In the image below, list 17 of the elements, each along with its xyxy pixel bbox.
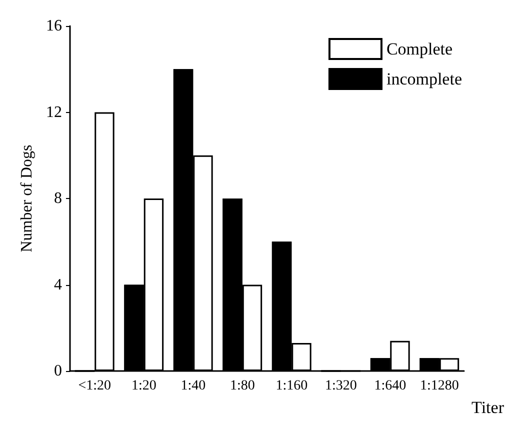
y-tick-label: 12 (46, 104, 62, 121)
x-tick-label: 1:160 (276, 378, 308, 394)
y-tick-label: 8 (54, 190, 62, 207)
x-tick-label: 1:80 (230, 378, 255, 394)
y-tick-label: 4 (54, 276, 62, 294)
x-tick-label: 1:1280 (420, 378, 459, 394)
legend-label: incomplete (386, 70, 462, 88)
legend-label: Complete (386, 40, 453, 58)
x-tick-label: 1:320 (324, 378, 357, 394)
x-tick-label: <1:20 (78, 378, 112, 394)
x-tick-label: 1:640 (374, 378, 406, 394)
y-axis-title: Number of Dogs (18, 144, 36, 252)
x-tick-label: 1:20 (131, 378, 156, 394)
y-tick-label: 0 (54, 362, 62, 380)
x-axis-title: Titer (472, 398, 504, 417)
y-tick-label: 16 (46, 18, 62, 34)
x-tick-label: 1:40 (180, 378, 206, 394)
